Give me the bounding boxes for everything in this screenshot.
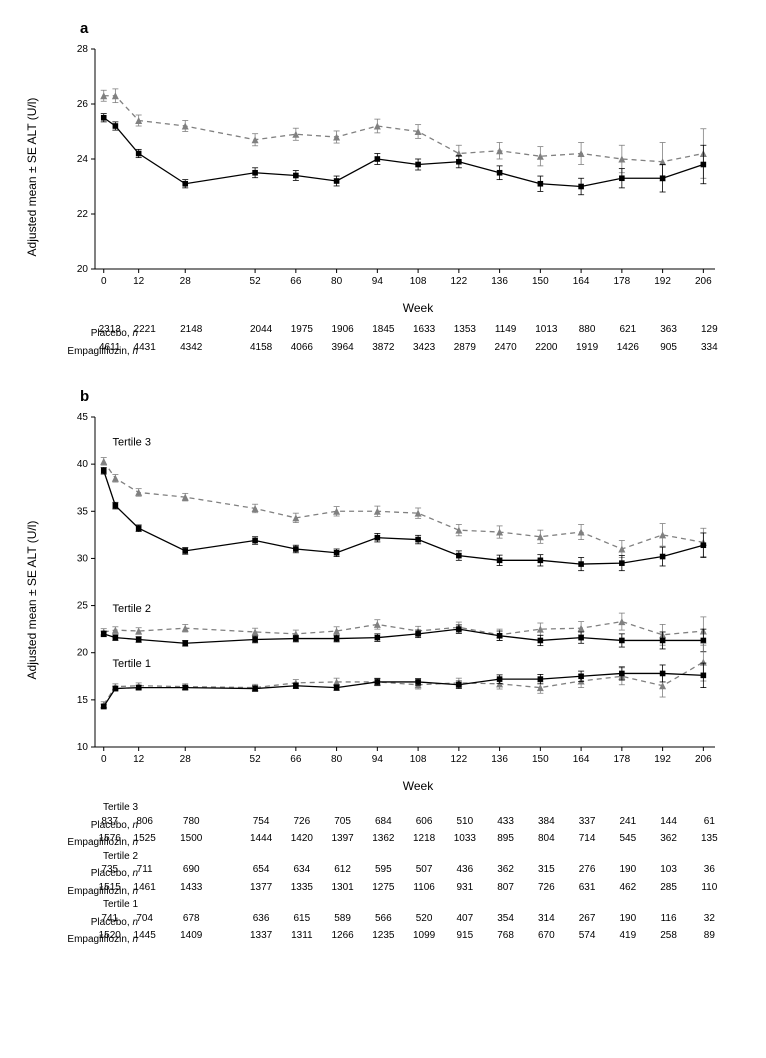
svg-text:26: 26 <box>77 99 89 110</box>
svg-text:80: 80 <box>331 754 343 765</box>
svg-text:20: 20 <box>77 264 89 275</box>
svg-text:80: 80 <box>331 276 343 287</box>
svg-text:122: 122 <box>451 754 468 765</box>
svg-text:20: 20 <box>77 648 89 659</box>
svg-text:122: 122 <box>451 276 468 287</box>
svg-text:0: 0 <box>101 276 107 287</box>
svg-text:40: 40 <box>77 459 89 470</box>
panel-a-xlabel: Week <box>90 301 746 315</box>
panel-b-ylabel: Adjusted mean ± SE ALT (U/l) <box>25 521 39 680</box>
svg-text:Tertile 2: Tertile 2 <box>112 603 151 615</box>
panel-a-chart: Adjusted mean ± SE ALT (U/l) 20222426280… <box>50 39 746 315</box>
svg-text:10: 10 <box>77 742 89 753</box>
svg-text:108: 108 <box>410 754 427 765</box>
svg-text:Tertile 1: Tertile 1 <box>112 658 151 670</box>
svg-text:12: 12 <box>133 276 145 287</box>
svg-text:136: 136 <box>491 276 508 287</box>
svg-text:52: 52 <box>250 276 262 287</box>
panel-b: b Adjusted mean ± SE ALT (U/l) 10 15 20 25 3… <box>20 388 746 947</box>
panel-b-xlabel: Week <box>90 779 746 793</box>
svg-text:206: 206 <box>695 754 712 765</box>
svg-text:Tertile 3: Tertile 3 <box>112 436 151 448</box>
svg-text:164: 164 <box>573 754 590 765</box>
svg-text:94: 94 <box>372 754 384 765</box>
panel-a: a Adjusted mean ± SE ALT (U/l) 202224262… <box>20 20 746 358</box>
panel-a-label: a <box>80 20 746 37</box>
svg-text:150: 150 <box>532 276 549 287</box>
panel-a-table: Placebo, n231322212148204419751906184516… <box>20 323 746 358</box>
panel-b-svg: 10 15 20 25 30 35 40 45 0 12 28 52 66 80 94 108 122 136 15… <box>50 407 725 775</box>
svg-text:150: 150 <box>532 754 549 765</box>
svg-text:66: 66 <box>290 276 302 287</box>
svg-text:28: 28 <box>180 276 192 287</box>
panel-b-label: b <box>80 388 746 405</box>
svg-text:178: 178 <box>614 276 631 287</box>
svg-text:28: 28 <box>77 44 89 55</box>
svg-text:45: 45 <box>77 412 89 423</box>
svg-text:52: 52 <box>250 754 262 765</box>
svg-text:15: 15 <box>77 695 89 706</box>
svg-text:35: 35 <box>77 506 89 517</box>
svg-text:30: 30 <box>77 553 89 564</box>
svg-text:28: 28 <box>180 754 192 765</box>
svg-text:0: 0 <box>101 754 107 765</box>
svg-text:178: 178 <box>614 754 631 765</box>
svg-text:192: 192 <box>654 276 671 287</box>
svg-text:192: 192 <box>654 754 671 765</box>
panel-b-chart: Adjusted mean ± SE ALT (U/l) 10152025303… <box>50 407 746 793</box>
svg-text:136: 136 <box>491 754 508 765</box>
panel-a-svg: 20 22 24 26 28 0 12 28 52 66 80 94 108 122 136 150 164 17… <box>50 39 725 297</box>
svg-text:22: 22 <box>77 209 89 220</box>
svg-text:12: 12 <box>133 754 145 765</box>
svg-text:24: 24 <box>77 154 89 165</box>
svg-text:206: 206 <box>695 276 712 287</box>
svg-text:66: 66 <box>290 754 302 765</box>
panel-b-table: Tertile 3Placebo, n837806780754726705684… <box>20 801 746 947</box>
svg-text:108: 108 <box>410 276 427 287</box>
svg-text:94: 94 <box>372 276 384 287</box>
svg-text:25: 25 <box>77 601 89 612</box>
panel-a-ylabel: Adjusted mean ± SE ALT (U/l) <box>25 98 39 257</box>
svg-text:164: 164 <box>573 276 590 287</box>
